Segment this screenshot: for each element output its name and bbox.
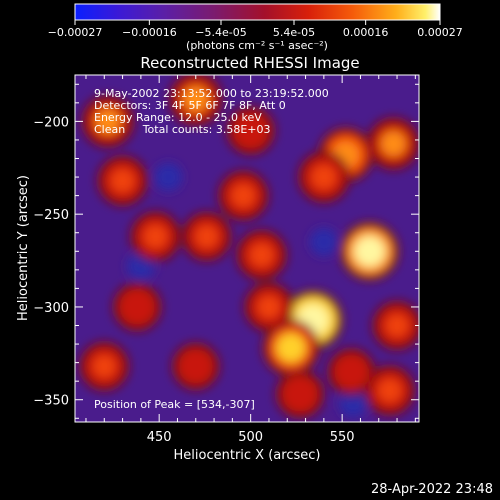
colorbar-tick-label-0: −0.00027	[48, 26, 103, 39]
blob-core-16	[378, 378, 402, 402]
blob-core-20	[240, 120, 262, 142]
blob-core-15	[386, 314, 409, 337]
y-tick-label--300: −300	[33, 301, 69, 316]
blob-core-10	[144, 224, 168, 248]
blob-core-19	[289, 383, 311, 405]
blob-core-1	[354, 235, 386, 267]
blob-core-4	[380, 131, 406, 157]
footer-timestamp: 28-Apr-2022 23:48	[371, 482, 493, 497]
dark-spot-2	[154, 163, 183, 192]
blob-core-13	[126, 296, 148, 318]
annotation-detectors: Detectors: 3F 4F 5F 6F 7F 8F, Att 0	[94, 99, 286, 112]
y-tick-label--350: −350	[33, 394, 69, 409]
colorbar-tick-label-3: 5.4e-05	[273, 26, 315, 39]
colorbar-tick-label-5: 0.00027	[417, 26, 463, 39]
blob-core-12	[250, 243, 274, 267]
y-tick-label--250: −250	[33, 208, 69, 223]
blob-core-11	[195, 225, 218, 248]
blob-core-14	[257, 295, 280, 318]
blob-core-8	[95, 108, 121, 134]
annotation-clean: Clean Total counts: 3.58E+03	[94, 123, 271, 136]
blob-core-2	[276, 333, 306, 363]
colorbar-unit-label: (photons cm⁻² s⁻¹ asec⁻²)	[186, 39, 328, 52]
blob-core-9	[111, 169, 135, 193]
colorbar-ticks: −0.00027 −0.00016 −5.4e-05 5.4e-05 0.00016 0.…	[48, 20, 463, 39]
blob-core-18	[185, 356, 206, 377]
y-tick-label--200: −200	[33, 115, 69, 130]
x-axis-label: Heliocentric X (arcsec)	[174, 448, 321, 463]
axis-ticks: 450 500 550 −200 −250 −300 −350	[33, 75, 419, 445]
dark-spot-0	[339, 389, 368, 418]
colorbar	[74, 3, 441, 21]
blob-core-17	[93, 355, 116, 378]
dark-spot-3	[309, 228, 338, 257]
blob-core-21	[341, 361, 362, 382]
colorbar-tick-label-4: 0.00016	[343, 26, 389, 39]
annotation-energy: Energy Range: 12.0 - 25.0 keV	[94, 111, 262, 124]
annotation-time-range: 9-May-2002 23:13:52.000 to 23:19:52.000	[94, 87, 329, 100]
chart-title: Reconstructed RHESSI Image	[140, 54, 359, 72]
x-tick-label-450: 450	[147, 430, 172, 445]
x-tick-label-500: 500	[238, 430, 263, 445]
annotation-peak: Position of Peak = [534,-307]	[94, 398, 255, 411]
y-axis-label: Heliocentric Y (arcsec)	[16, 175, 31, 321]
blob-core-6	[231, 184, 255, 208]
heatmap-layer	[79, 75, 419, 419]
colorbar-tick-label-1: −0.00016	[122, 26, 177, 39]
blob-core-5	[311, 165, 336, 190]
x-tick-label-550: 550	[330, 430, 355, 445]
colorbar-tick-label-2: −5.4e-05	[195, 26, 246, 39]
blob-core-7	[182, 86, 209, 113]
plot-frame	[74, 74, 420, 423]
